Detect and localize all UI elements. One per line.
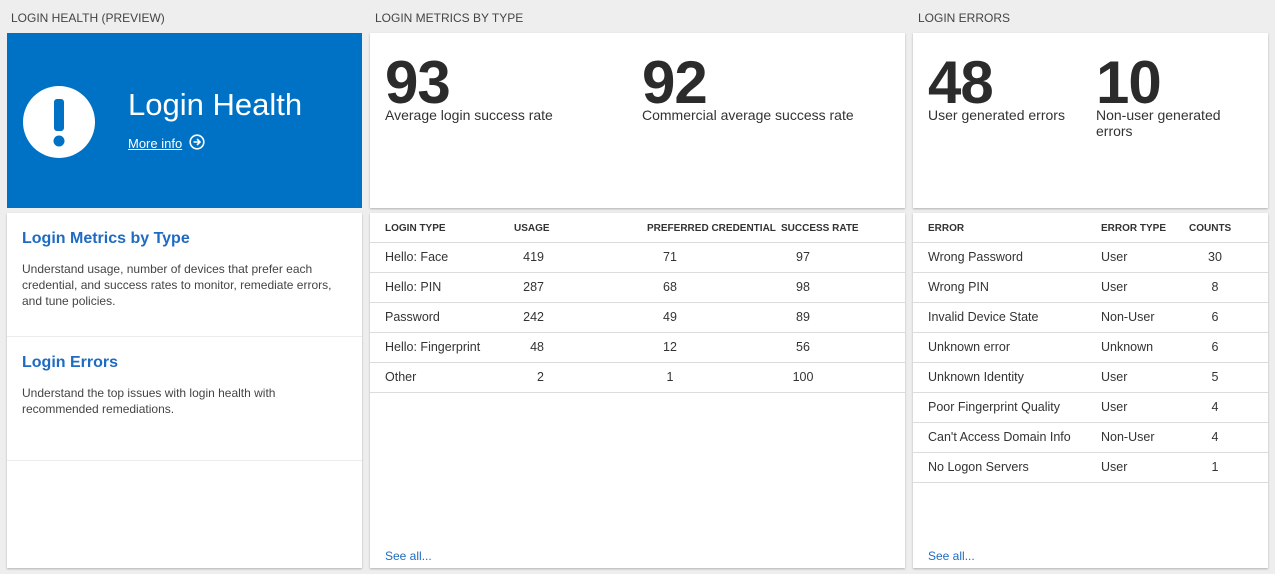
column-header: ERROR: [928, 223, 965, 234]
row-line: [913, 332, 1268, 333]
row-line: [913, 452, 1268, 453]
table-cell: 71: [663, 250, 677, 264]
table-cell: User: [1101, 460, 1128, 474]
table-cell: 98: [796, 280, 810, 294]
table-cell: Hello: Face: [385, 250, 449, 264]
info-panel: Login Metrics by Type Understand usage, n…: [7, 213, 362, 568]
row-line: [913, 422, 1268, 423]
table-cell: User: [1101, 280, 1128, 294]
health-tile[interactable]: Login Health More info: [7, 33, 362, 208]
separator: [7, 336, 362, 337]
tile-title: Login Health: [128, 87, 303, 122]
kpi-value: 93: [385, 49, 451, 116]
table-cell: Unknown: [1101, 340, 1154, 354]
alert-icon: [23, 86, 95, 158]
row-line: [913, 482, 1268, 483]
kpi-panel: 93 Average login success rate 92 Commercial…: [370, 33, 905, 208]
arrow-icon[interactable]: [189, 134, 205, 150]
table-cell: 2: [537, 370, 544, 384]
row-line: [913, 242, 1268, 243]
section-header: LOGIN METRICS BY TYPE: [375, 11, 524, 25]
row-line: [370, 272, 905, 273]
table-cell: Non-User: [1101, 310, 1155, 324]
kpi-label: Commercial average success rate: [642, 107, 854, 123]
table-cell: User: [1101, 250, 1128, 264]
item-description: Understand usage, number of devices that…: [22, 262, 332, 308]
see-all-link[interactable]: See all...: [385, 549, 432, 563]
column-header: LOGIN TYPE: [385, 223, 446, 234]
table-cell: No Logon Servers: [928, 460, 1029, 474]
section-header: LOGIN ERRORS: [918, 11, 1011, 25]
table-cell: 1: [666, 370, 674, 384]
kpi-value: 10: [1096, 49, 1162, 116]
column-header: PREFERRED CREDENTIAL: [647, 223, 776, 234]
table-cell: Hello: PIN: [385, 280, 442, 294]
table-cell: 4: [1211, 400, 1219, 414]
separator: [7, 460, 362, 461]
row-line: [913, 302, 1268, 303]
table-cell: 242: [523, 310, 544, 324]
table-cell: Invalid Device State: [928, 310, 1039, 324]
kpi-label: User generated errors: [928, 107, 1065, 123]
table-cell: 12: [663, 340, 677, 354]
table-cell: Unknown Identity: [928, 370, 1024, 384]
row-line: [370, 332, 905, 333]
kpi-label: Non-user generated errors: [1096, 107, 1221, 139]
table-cell: Wrong PIN: [928, 280, 989, 294]
table-cell: 5: [1211, 370, 1219, 384]
column-header: USAGE: [514, 223, 550, 234]
column-header: COUNTS: [1189, 223, 1232, 234]
table-cell: Can't Access Domain Info: [928, 430, 1071, 444]
row-line: [913, 392, 1268, 393]
kpi-value: 48: [928, 49, 994, 116]
table-cell: Wrong Password: [928, 250, 1023, 264]
more-info-link[interactable]: More info: [128, 136, 183, 151]
table-cell: Poor Fingerprint Quality: [928, 400, 1061, 414]
row-line: [370, 242, 905, 243]
table-cell: 419: [523, 250, 544, 264]
table-cell: 68: [663, 280, 677, 294]
table-cell: 100: [792, 370, 814, 384]
item-title[interactable]: Login Metrics by Type: [22, 230, 190, 247]
table-cell: 1: [1211, 460, 1219, 474]
table-panel: LOGIN TYPE USAGE PREFERRED CREDENTIAL SUCCE…: [370, 213, 905, 568]
row-line: [370, 362, 905, 363]
table-cell: Other: [385, 370, 417, 384]
item-description: Understand the top issues with login hea…: [22, 386, 276, 416]
table-cell: Hello: Fingerprint: [385, 340, 481, 354]
section-header: LOGIN HEALTH (PREVIEW): [11, 11, 165, 25]
table-cell: 89: [796, 310, 810, 324]
table-cell: User: [1101, 370, 1128, 384]
table-cell: 6: [1211, 340, 1219, 354]
table-cell: Password: [385, 310, 440, 324]
table-cell: Unknown error: [928, 340, 1010, 354]
table-cell: 6: [1211, 310, 1219, 324]
table-cell: 49: [663, 310, 677, 324]
column-header: ERROR TYPE: [1101, 223, 1167, 234]
kpi-label: Average login success rate: [385, 107, 553, 123]
table-cell: 30: [1208, 250, 1222, 264]
table-cell: 56: [796, 340, 810, 354]
row-line: [913, 272, 1268, 273]
table-cell: 97: [796, 250, 810, 264]
table-cell: 4: [1211, 430, 1219, 444]
row-line: [370, 392, 905, 393]
see-all-link[interactable]: See all...: [928, 549, 975, 563]
table-cell: User: [1101, 400, 1128, 414]
table-cell: 48: [530, 340, 544, 354]
kpi-value: 92: [642, 49, 708, 116]
row-line: [370, 302, 905, 303]
table-cell: 287: [523, 280, 544, 294]
row-line: [913, 362, 1268, 363]
table-panel: ERROR ERROR TYPE COUNTS Wrong Password User 3…: [913, 213, 1268, 568]
table-cell: 8: [1211, 280, 1219, 294]
column-header: SUCCESS RATE: [781, 223, 859, 234]
kpi-panel: 48 User generated errors 10 Non-user genera…: [913, 33, 1268, 208]
item-title[interactable]: Login Errors: [22, 354, 119, 371]
table-cell: Non-User: [1101, 430, 1155, 444]
